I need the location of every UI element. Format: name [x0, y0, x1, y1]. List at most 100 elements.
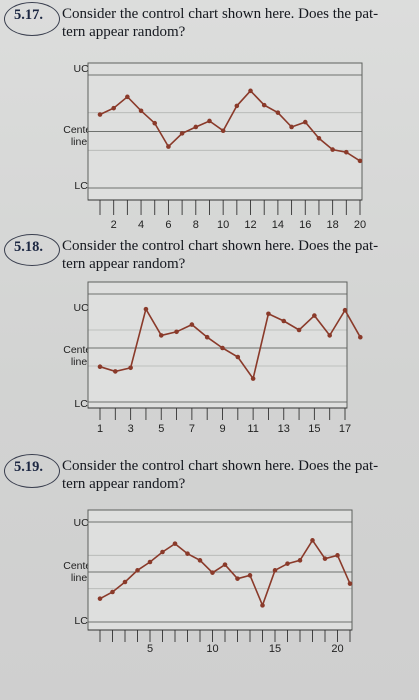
- data-point: [222, 562, 228, 567]
- center-label-line-2: line: [70, 136, 88, 148]
- data-point: [122, 579, 128, 585]
- x-tick-label: 4: [138, 219, 144, 230]
- data-point: [135, 568, 140, 573]
- center-label-line-2: line: [70, 356, 88, 368]
- question-line-1: Consider the control chart shown here. D…: [62, 458, 379, 474]
- data-point: [344, 149, 349, 155]
- x-tick-label: 16: [299, 219, 311, 230]
- data-point: [266, 311, 271, 317]
- data-point: [210, 570, 215, 575]
- data-point: [166, 144, 171, 149]
- data-point: [261, 102, 267, 108]
- data-point: [174, 329, 179, 335]
- x-tick-label: 15: [308, 423, 320, 435]
- data-point: [110, 589, 115, 595]
- data-point: [330, 147, 335, 152]
- x-tick-label: 2: [111, 219, 117, 230]
- data-point: [97, 364, 103, 370]
- data-point: [220, 345, 225, 351]
- data-point: [160, 549, 165, 555]
- question-line-2: tern appear random?: [62, 476, 186, 492]
- question-text: Consider the control chart shown here. D…: [62, 237, 412, 273]
- data-point: [128, 365, 133, 371]
- data-point: [185, 551, 190, 556]
- center-label-line-1: Center: [63, 344, 95, 356]
- x-tick-label: 8: [193, 219, 199, 230]
- center-label-line-2: line: [70, 572, 88, 584]
- x-tick-label: 17: [339, 423, 351, 435]
- center-line-label: Center line: [55, 560, 103, 584]
- data-point: [204, 334, 210, 340]
- data-point: [250, 376, 256, 381]
- problem-number: 5.17.: [14, 7, 43, 23]
- x-tick-label: 6: [165, 219, 171, 230]
- data-point: [158, 333, 164, 338]
- center-label-line-1: Center: [63, 124, 95, 136]
- x-tick-label: 1: [97, 423, 103, 435]
- x-tick-label: 11: [247, 423, 258, 435]
- problem-number: 5.18.: [14, 239, 43, 255]
- data-point: [302, 119, 308, 125]
- data-point: [220, 128, 226, 134]
- data-point: [125, 94, 130, 100]
- problem-number: 5.19.: [14, 459, 43, 475]
- data-point: [247, 573, 253, 578]
- data-point: [189, 322, 195, 327]
- data-point: [281, 318, 287, 324]
- data-point: [97, 112, 103, 117]
- data-point: [248, 88, 253, 94]
- data-point: [260, 603, 265, 608]
- control-chart-5-18: 1 3 5 7 9 11 13 15 17: [87, 281, 363, 435]
- data-point: [316, 135, 322, 141]
- data-point: [172, 541, 178, 546]
- data-point: [152, 120, 158, 126]
- data-point: [235, 576, 240, 581]
- x-tick-label: 5: [158, 423, 164, 435]
- problem-5-18: 5.18. Consider the control chart shown h…: [0, 232, 419, 442]
- problem-number-circle: [4, 2, 60, 36]
- problem-number-circle: [4, 454, 60, 488]
- question-text: Consider the control chart shown here. D…: [62, 5, 412, 41]
- data-point: [113, 369, 118, 374]
- plot-background: [88, 510, 352, 630]
- data-point: [285, 561, 290, 566]
- control-chart-5-19: 5 10 15 20: [87, 509, 353, 655]
- data-point: [312, 313, 317, 318]
- data-point: [235, 354, 241, 360]
- x-tick-label: 18: [327, 219, 339, 230]
- control-chart-5-17: 2 4 6 8 10 12 14 16 18 20: [87, 62, 366, 230]
- question-line-2: tern appear random?: [62, 256, 186, 272]
- data-point: [197, 558, 203, 563]
- series-line: [99, 89, 361, 162]
- data-point: [310, 538, 315, 543]
- data-point: [358, 334, 363, 340]
- question-line-2: tern appear random?: [62, 24, 186, 40]
- data-point: [234, 103, 240, 109]
- data-point: [357, 158, 363, 164]
- question-text: Consider the control chart shown here. D…: [62, 457, 412, 493]
- x-tick-label: 7: [189, 423, 195, 435]
- data-point: [272, 568, 278, 573]
- x-tick-label: 3: [128, 423, 134, 435]
- data-point: [327, 333, 332, 338]
- x-tick-label: 5: [147, 643, 153, 655]
- data-point: [347, 581, 353, 586]
- data-point: [297, 558, 303, 563]
- x-tick-label: 20: [331, 643, 343, 655]
- data-point: [97, 596, 103, 601]
- data-point: [275, 110, 281, 115]
- x-tick-label: 14: [272, 219, 284, 230]
- x-tick-label: 15: [269, 643, 281, 655]
- data-point: [289, 124, 294, 130]
- x-tick-label: 10: [206, 643, 218, 655]
- data-point: [335, 553, 340, 558]
- x-tick-label: 10: [217, 219, 229, 230]
- data-point: [342, 307, 348, 313]
- question-line-1: Consider the control chart shown here. D…: [62, 6, 379, 22]
- x-tick-label: 9: [219, 423, 225, 435]
- x-tick-label: 20: [354, 219, 366, 230]
- x-tick-label: 12: [244, 219, 256, 230]
- problem-5-19: 5.19. Consider the control chart shown h…: [0, 452, 419, 700]
- problem-number-circle: [4, 234, 60, 266]
